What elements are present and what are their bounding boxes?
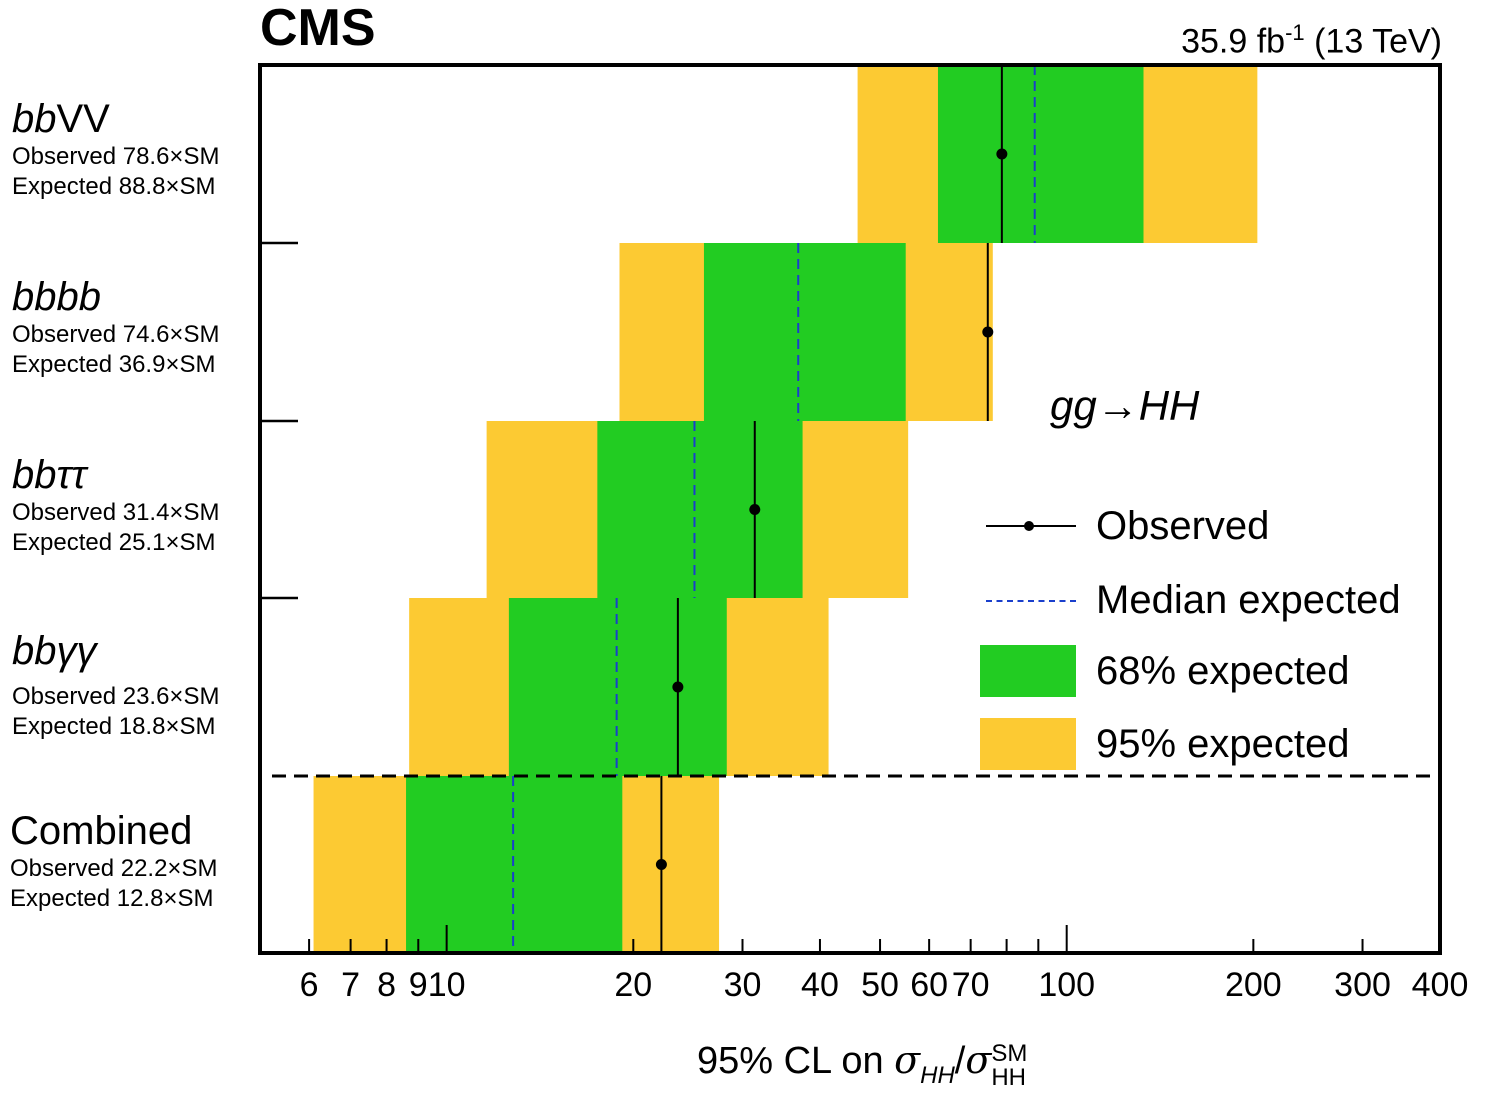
- expected-limit-text: Expected 25.1×SM: [12, 529, 216, 556]
- band68-row-4: [406, 776, 623, 953]
- expected-limit-text: Expected 18.8×SM: [12, 713, 216, 740]
- band68-row-0: [937, 65, 1144, 243]
- legend-median-expected: Median expected: [980, 572, 1401, 628]
- band68-row-2: [597, 421, 803, 598]
- channel-name: bbVV: [12, 97, 110, 141]
- x-tick-label: 400: [1411, 966, 1469, 1004]
- x-tick-label: 9: [408, 966, 428, 1004]
- expected-limit-text: Expected 88.8×SM: [12, 173, 216, 200]
- legend-label: Median expected: [1096, 577, 1401, 622]
- experiment-title: CMS: [260, 0, 376, 57]
- channel-label-bbbb: bbbb Observed 74.6×SM Expected 36.9×SM: [12, 274, 262, 380]
- legend-68-symbol: [980, 645, 1076, 697]
- x-axis-label: 95% CL on σHH/σSM HH: [697, 1038, 1028, 1091]
- legend-label: Observed: [1096, 503, 1270, 548]
- channel-name: bbττ: [12, 453, 87, 497]
- x-tick-label: 8: [377, 966, 397, 1004]
- lumi-exponent: -1: [1285, 20, 1305, 45]
- expected-limit-text: Expected 36.9×SM: [12, 351, 216, 378]
- legend-68-expected: 68% expected: [980, 643, 1350, 699]
- x-tick-label: 30: [723, 966, 762, 1004]
- lumi-value: 35.9 fb: [1181, 22, 1286, 61]
- legend-95-symbol: [980, 718, 1076, 770]
- x-tick-label: 40: [801, 966, 839, 1004]
- legend-label: 95% expected: [1096, 721, 1350, 766]
- x-tick-label: 20: [614, 966, 653, 1004]
- x-tick-label: 300: [1334, 966, 1391, 1004]
- energy-label: (13 TeV): [1314, 22, 1442, 61]
- legend-label: 68% expected: [1096, 648, 1350, 693]
- observed-limit-text: Observed 31.4×SM: [12, 499, 220, 526]
- plot-frame: [258, 63, 1442, 955]
- observed-point-row-0: [996, 148, 1008, 160]
- channel-name: bbbb: [12, 275, 101, 319]
- expected-limit-text: Expected 12.8×SM: [10, 885, 214, 912]
- observed-limit-text: Observed 78.6×SM: [12, 143, 220, 170]
- channel-name: bbγγ: [12, 629, 97, 673]
- legend-observed: Observed: [980, 498, 1269, 554]
- observed-point-row-3: [672, 681, 684, 693]
- observed-limit-text: Observed 74.6×SM: [12, 321, 220, 348]
- x-tick-label: 50: [861, 966, 899, 1004]
- channel-label-bbtautau: bbττ Observed 31.4×SM Expected 25.1×SM: [12, 452, 262, 558]
- channel-label-bbgammagamma: bbγγ Observed 23.6×SM Expected 18.8×SM: [12, 628, 262, 742]
- legend-observed-symbol: [980, 500, 1076, 552]
- x-tick-label: 70: [951, 966, 990, 1004]
- channel-label-bbvv: bbVV Observed 78.6×SM Expected 88.8×SM: [12, 96, 262, 202]
- observed-point-row-4: [655, 859, 667, 870]
- legend-median-symbol: [980, 574, 1076, 626]
- observed-point-row-2: [749, 504, 761, 515]
- process-label: gg→HH: [1050, 382, 1200, 429]
- x-tick-label: 7: [341, 966, 361, 1004]
- observed-point-row-1: [982, 326, 994, 338]
- x-tick-label: 10: [427, 966, 466, 1004]
- band68-row-3: [508, 598, 727, 776]
- observed-limit-text: Observed 23.6×SM: [12, 683, 220, 710]
- x-tick-label: 200: [1224, 966, 1282, 1004]
- x-tick-label: 100: [1038, 966, 1096, 1004]
- x-tick-label: 6: [299, 966, 319, 1004]
- channel-label-combined: Combined Observed 22.2×SM Expected 12.8×…: [10, 808, 260, 914]
- observed-limit-text: Observed 22.2×SM: [10, 855, 218, 882]
- band68-row-1: [703, 243, 906, 421]
- channel-name: Combined: [10, 809, 193, 853]
- luminosity-label: 35.9 fb-1 (13 TeV): [1181, 20, 1442, 61]
- x-tick-label: 60: [910, 966, 949, 1004]
- legend-95-expected: 95% expected: [980, 716, 1350, 772]
